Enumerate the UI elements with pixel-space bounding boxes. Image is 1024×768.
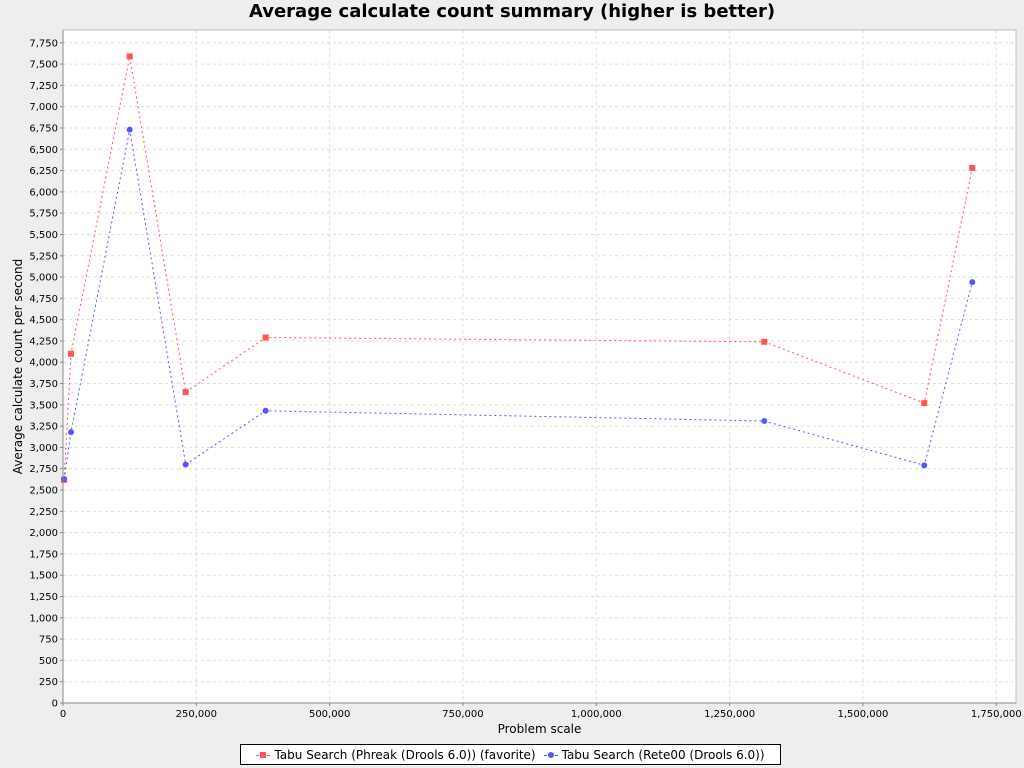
data-point — [182, 389, 189, 396]
y-tick-label: 250 — [39, 677, 58, 688]
x-axis-label: Problem scale — [498, 722, 582, 736]
y-tick-label: 2,750 — [29, 464, 58, 475]
data-point — [61, 475, 68, 482]
legend-label-rete: Tabu Search (Rete00 (Drools 6.0)) — [561, 747, 765, 762]
y-tick-label: 6,500 — [29, 145, 58, 156]
y-tick-label: 7,500 — [29, 60, 58, 71]
y-tick-label: 2,000 — [29, 528, 58, 539]
y-tick-label: 3,750 — [29, 379, 58, 390]
series-points — [61, 53, 976, 483]
y-tick-label: 3,000 — [29, 443, 58, 454]
y-tick-label: 7,250 — [29, 81, 58, 92]
y-tick-label: 1,500 — [29, 571, 58, 582]
legend: Tabu Search (Phreak (Drools 6.0)) (favor… — [240, 744, 781, 765]
y-tick-label: 2,250 — [29, 507, 58, 518]
y-tick-label: 6,000 — [29, 187, 58, 198]
legend-item-rete: Tabu Search (Rete00 (Drools 6.0)) — [543, 747, 765, 762]
y-tick-label: 7,750 — [29, 38, 58, 49]
chart-plot: 0 250,000 500,000 750,000 1,000,000 1,250,000… — [11, 29, 1022, 736]
legend-swatch-phreak — [256, 750, 271, 760]
y-tick-label: 750 — [39, 635, 58, 646]
data-point — [969, 165, 976, 172]
legend-label-phreak: Tabu Search (Phreak (Drools 6.0)) (favor… — [274, 747, 536, 762]
data-point — [126, 126, 133, 133]
data-point — [921, 400, 928, 407]
y-tick-label: 3,500 — [29, 400, 58, 411]
data-point — [126, 53, 133, 60]
data-point — [182, 461, 189, 468]
series-lines — [63, 56, 973, 480]
y-tick-label: 5,000 — [29, 273, 58, 284]
x-tick-label: 500,000 — [309, 709, 350, 720]
y-tick-label: 4,250 — [29, 336, 58, 347]
x-tick-label: 0 — [60, 709, 66, 720]
x-tick-label: 1,500,000 — [837, 709, 888, 720]
data-point — [67, 429, 74, 436]
legend-swatch-rete — [543, 750, 558, 760]
series-line-0 — [63, 56, 973, 480]
y-tick-label: 5,750 — [29, 209, 58, 220]
plot-area — [63, 30, 1016, 703]
y-tick-label: 2,500 — [29, 486, 58, 497]
y-tick-label: 1,250 — [29, 592, 58, 603]
y-tick-label: 3,250 — [29, 422, 58, 433]
y-tick-label: 500 — [39, 656, 58, 667]
y-tick-label: 4,000 — [29, 358, 58, 369]
y-tick-label: 6,250 — [29, 166, 58, 177]
legend-item-phreak: Tabu Search (Phreak (Drools 6.0)) (favor… — [256, 747, 536, 762]
data-point — [761, 418, 768, 425]
y-tick-label: 6,750 — [29, 123, 58, 134]
x-tick-label: 1,000,000 — [571, 709, 622, 720]
data-point — [67, 350, 74, 357]
y-tick-label: 7,000 — [29, 102, 58, 113]
y-axis: 0 250 500 750 1,000 1,250 1,500 1,750 2,000 2,250… — [29, 30, 64, 710]
y-tick-label: 5,250 — [29, 251, 58, 262]
y-tick-label: 4,500 — [29, 315, 58, 326]
data-point — [262, 334, 269, 341]
data-point — [921, 462, 928, 469]
x-tick-label: 1,250,000 — [704, 709, 755, 720]
y-tick-label: 0 — [52, 699, 58, 710]
x-tick-label: 750,000 — [442, 709, 483, 720]
y-tick-label: 4,750 — [29, 294, 58, 305]
y-axis-label: Average calculate count per second — [11, 259, 25, 474]
y-tick-label: 5,500 — [29, 230, 58, 241]
x-tick-label: 250,000 — [176, 709, 217, 720]
y-tick-label: 1,750 — [29, 549, 58, 560]
grid-lines — [62, 30, 1016, 704]
data-point — [761, 338, 768, 345]
chart-title: Average calculate count summary (higher … — [248, 1, 776, 22]
data-point — [262, 407, 269, 414]
y-tick-label: 1,000 — [29, 613, 58, 624]
data-point — [969, 279, 976, 286]
x-tick-label: 1,750,000 — [971, 709, 1022, 720]
